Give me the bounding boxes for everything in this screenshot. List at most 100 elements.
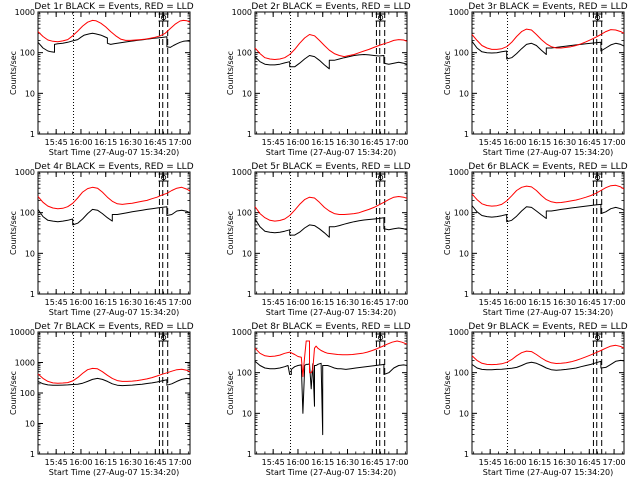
y-tick-label: 100 [454,49,469,58]
chart-panel-8: Det 8r BLACK = Events, RED = LLD 1 10 100 10… [226,322,411,477]
time-marker-symbol [158,13,169,22]
y-tick-label: 100 [454,369,469,378]
y-tick-label: 10 [459,249,469,258]
chart-title: Det 3r BLACK = Events, RED = LLD [468,2,627,12]
chart-panel-2: Det 2r BLACK = Events, RED = LLD 1 10 100 10… [226,2,411,157]
x-tick-label: 16:00 [503,138,526,147]
y-axis-label: Counts/sec [443,51,452,95]
y-tick-label: 10 [459,409,469,418]
x-tick-label: 16:00 [286,458,309,467]
events-series-line [37,377,191,387]
x-tick-label: 16:00 [286,298,309,307]
x-axis-label: Start Time (27-Aug-07 15:34:20) [483,148,614,157]
x-tick-label: 17:00 [386,138,409,147]
x-tick-label: 15:45 [479,138,502,147]
x-axis-label: Start Time (27-Aug-07 15:34:20) [483,308,614,317]
time-marker-symbol [592,173,603,182]
x-tick-label: 17:00 [603,458,626,467]
x-tick-label: 16:15 [311,138,334,147]
chart-panel-1: Det 1r BLACK = Events, RED = LLD 1 10 100 10… [9,2,194,157]
time-marker-symbol [158,333,169,342]
y-axis-label: Counts/sec [226,371,235,415]
y-tick-label: 1 [464,450,469,459]
chart-title: Det 4r BLACK = Events, RED = LLD [34,162,193,172]
x-tick-label: 17:00 [603,298,626,307]
x-tick-label: 17:00 [386,298,409,307]
marker-circle [160,174,167,181]
y-tick-label: 10 [242,89,252,98]
x-tick-label: 16:15 [94,138,117,147]
events-series-line [471,203,625,223]
y-axis-label: Counts/sec [443,211,452,255]
x-tick-label: 17:00 [386,458,409,467]
lld-series-line [254,196,408,222]
y-tick-label: 1 [30,290,35,299]
x-tick-label: 15:45 [45,458,68,467]
chart-title: Det 9r BLACK = Events, RED = LLD [468,322,627,332]
y-tick-label: 1000 [449,328,469,337]
time-marker-symbol [375,333,386,342]
x-tick-label: 16:45 [144,298,167,307]
chart-title: Det 7r BLACK = Events, RED = LLD [34,322,193,332]
y-tick-label: 1 [30,130,35,139]
x-axis-label: Start Time (27-Aug-07 15:34:20) [266,148,397,157]
events-series-line [254,54,408,70]
y-axis-label: Counts/sec [9,371,18,415]
time-marker-symbol [158,173,169,182]
time-marker-symbol [592,333,603,342]
lld-series-line [471,28,625,50]
lld-series-line [471,184,625,207]
x-axis-label: Start Time (27-Aug-07 15:34:20) [483,468,614,477]
x-tick-label: 15:45 [479,458,502,467]
x-tick-label: 17:00 [603,138,626,147]
x-tick-label: 15:45 [45,138,68,147]
chart-panel-5: Det 5r BLACK = Events, RED = LLD 1 10 100 10… [226,162,411,317]
x-tick-label: 16:45 [361,298,384,307]
x-axis-label: Start Time (27-Aug-07 15:34:20) [266,468,397,477]
marker-circle [160,14,167,21]
time-marker-symbol [592,13,603,22]
y-tick-label: 10 [459,89,469,98]
chart-panel-7: Det 7r BLACK = Events, RED = LLD 1 10 100 10… [9,322,194,477]
y-tick-label: 1 [464,290,469,299]
x-tick-label: 16:30 [336,138,359,147]
y-tick-label: 100 [454,209,469,218]
x-tick-label: 16:15 [94,298,117,307]
y-tick-label: 1000 [15,8,35,17]
lld-series-line [471,344,625,366]
x-tick-label: 16:00 [69,298,92,307]
y-tick-label: 1000 [232,8,252,17]
y-tick-label: 100 [20,49,35,58]
y-tick-label: 10 [242,409,252,418]
y-tick-label: 10 [25,89,35,98]
chart-title: Det 5r BLACK = Events, RED = LLD [251,162,410,172]
lld-series-line [254,340,408,378]
x-tick-label: 16:30 [119,298,142,307]
x-axis-label: Start Time (27-Aug-07 15:34:20) [49,468,180,477]
events-series-line [471,359,625,371]
y-tick-label: 100 [237,369,252,378]
marker-circle [594,174,601,181]
x-tick-label: 16:00 [503,458,526,467]
y-tick-label: 100 [237,209,252,218]
chart-title: Det 6r BLACK = Events, RED = LLD [468,162,627,172]
x-tick-label: 16:45 [144,138,167,147]
y-axis-label: Counts/sec [9,51,18,95]
x-tick-label: 16:15 [311,458,334,467]
x-tick-label: 16:45 [361,138,384,147]
x-tick-label: 15:45 [45,298,68,307]
x-axis-label: Start Time (27-Aug-07 15:34:20) [266,308,397,317]
lld-series-line [254,34,408,60]
y-tick-label: 100 [20,209,35,218]
y-tick-label: 10 [25,420,35,429]
y-tick-label: 1000 [449,8,469,17]
x-tick-label: 17:00 [169,298,192,307]
y-tick-label: 1 [247,450,252,459]
y-axis-label: Counts/sec [443,371,452,415]
x-tick-label: 16:15 [528,138,551,147]
time-marker-symbol [375,13,386,22]
x-tick-label: 16:00 [69,138,92,147]
x-tick-label: 16:30 [336,298,359,307]
x-tick-label: 16:30 [553,458,576,467]
